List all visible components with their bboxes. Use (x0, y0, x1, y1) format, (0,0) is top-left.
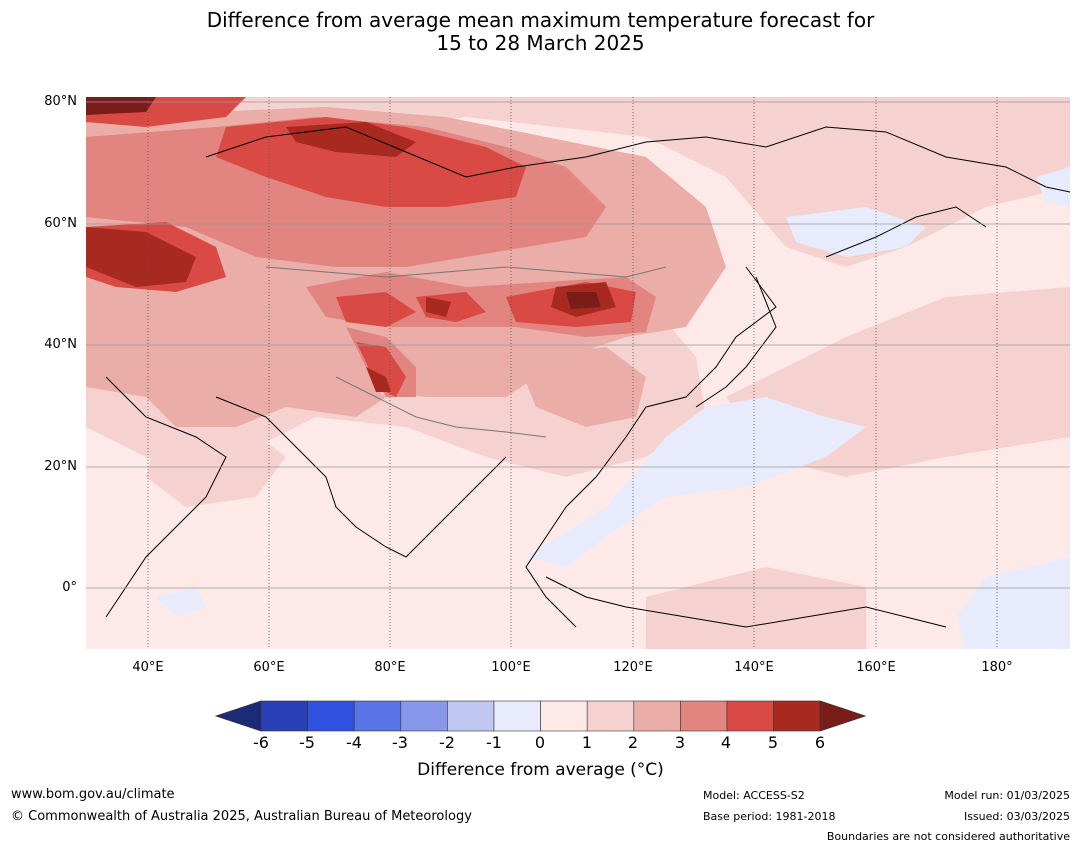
anomaly-zone-neg-pacific (526, 397, 866, 567)
lon-label-180: 180° (981, 660, 1013, 675)
colorbar-extend-low (215, 700, 262, 732)
lon-label-120e: 120°E (613, 660, 653, 675)
lat-label-60n: 60°N (44, 216, 77, 231)
lon-label-60e: 60°E (253, 660, 285, 675)
colorbar-cell (260, 700, 308, 732)
colorbar-cell (493, 700, 541, 732)
coastline-arabia-africa (105, 376, 227, 618)
title-line-1: Difference from average mean maximum tem… (206, 8, 875, 32)
colorbar-cell (540, 700, 588, 732)
colorbar-tick: 6 (814, 733, 826, 752)
anomaly-zone-4to5-tibet (356, 342, 406, 397)
lon-label-160e: 160°E (856, 660, 896, 675)
lat-label-40n: 40°N (44, 337, 77, 352)
border-himalaya (335, 376, 547, 438)
colorbar (215, 700, 867, 732)
copyright-text: © Commonwealth of Australia 2025, Austra… (11, 809, 472, 824)
lon-label-40e: 40°E (132, 660, 164, 675)
coastlines (105, 126, 1070, 628)
issued-text: Issued: 03/03/2025 (963, 810, 1070, 823)
colorbar-tick: -4 (346, 733, 362, 752)
colorbar-cells (215, 700, 867, 732)
colorbar-cell (633, 700, 681, 732)
anomaly-zone-2to3-china (516, 347, 646, 427)
colorbar-cell (773, 700, 821, 732)
colorbar-tick: 5 (767, 733, 779, 752)
anomaly-zone-4to5-siberia (216, 117, 526, 207)
anomaly-zone-neg-okhotsk (786, 207, 926, 257)
colorbar-cell (680, 700, 728, 732)
forecast-map (86, 97, 1070, 649)
title-line-2: 15 to 28 March 2025 (436, 31, 645, 55)
colorbar-tick: -5 (299, 733, 315, 752)
anomaly-zone-2to3-iran (146, 347, 386, 427)
country-borders (265, 266, 667, 438)
lon-label-140e: 140°E (734, 660, 774, 675)
border-central-asia (265, 266, 667, 278)
colorbar-tick: -2 (439, 733, 455, 752)
lat-label-80n: 80°N (44, 94, 77, 109)
lat-label-20n: 20°N (44, 459, 77, 474)
colorbar-cell (726, 700, 774, 732)
coastline-japan (695, 276, 777, 408)
coastline-kamchatka (825, 206, 987, 258)
lon-label-100e: 100°E (491, 660, 531, 675)
coastline-arctic (205, 126, 1070, 193)
coastline-indonesia (545, 576, 947, 628)
colorbar-cell (586, 700, 635, 732)
anomaly-zone-5to6 (86, 122, 616, 392)
model-run-text: Model run: 01/03/2025 (944, 789, 1070, 802)
anomaly-zone-neg-east (956, 167, 1070, 649)
colorbar-tick: 0 (534, 733, 546, 752)
colorbar-tick: 1 (581, 733, 593, 752)
colorbar-label: Difference from average (°C) (417, 760, 664, 780)
colorbar-tick: -3 (392, 733, 408, 752)
colorbar-cell (400, 700, 448, 732)
lon-label-80e: 80°E (374, 660, 406, 675)
colorbar-cell (307, 700, 355, 732)
base-period-text: Base period: 1981-2018 (703, 810, 836, 823)
latitude-gridlines (86, 101, 1070, 589)
colorbar-extend-high (819, 700, 867, 732)
lat-label-equator: 0° (62, 580, 77, 595)
coastline-south-asia (215, 396, 507, 558)
coastline-east-asia (525, 266, 777, 628)
longitude-gridlines (147, 97, 998, 649)
colorbar-tick: -1 (486, 733, 502, 752)
model-text: Model: ACCESS-S2 (703, 789, 805, 802)
anomaly-zone-1to2-south (646, 567, 866, 649)
colorbar-cell (353, 700, 402, 732)
colorbar-tick: 3 (674, 733, 686, 752)
anomaly-zone-neg-indian (156, 587, 206, 617)
colorbar-cell (447, 700, 495, 732)
colorbar-tick: -6 (253, 733, 269, 752)
temperature-anomaly-map (86, 97, 1070, 649)
colorbar-tick: 4 (720, 733, 732, 752)
website-link[interactable]: www.bom.gov.au/climate (11, 787, 175, 802)
colorbar-tick: 2 (627, 733, 639, 752)
disclaimer-text: Boundaries are not considered authoritat… (826, 830, 1070, 843)
chart-title: Difference from average mean maximum tem… (0, 9, 1081, 55)
